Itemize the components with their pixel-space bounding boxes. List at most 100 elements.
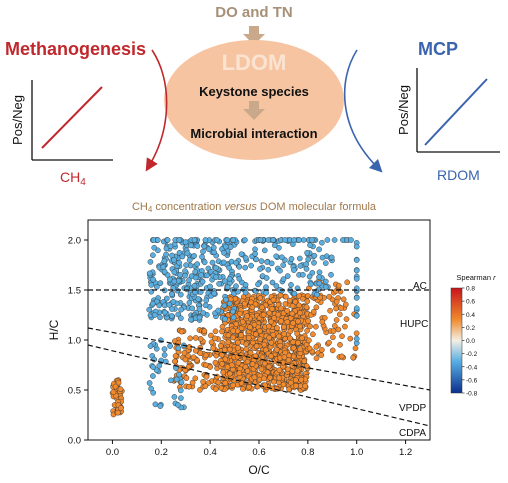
scatter-point: [283, 293, 289, 300]
scatter-point: [150, 252, 156, 259]
scatter-point: [271, 378, 277, 385]
scatter-point: [300, 271, 306, 278]
scatter-point: [172, 353, 179, 359]
scatter-point: [151, 312, 158, 318]
scatter-point: [316, 269, 323, 276]
scatter-point: [115, 379, 122, 386]
scatter-point: [161, 258, 168, 264]
scatter-point: [166, 301, 173, 308]
scatter-point: [293, 382, 299, 389]
scatter-point: [230, 308, 236, 315]
scatter-point: [353, 335, 360, 342]
scatter-point: [171, 257, 177, 263]
down-arrow-center: [243, 101, 265, 120]
scatter-point: [347, 335, 354, 342]
scatter-point: [196, 306, 203, 312]
scatter-point: [171, 394, 178, 400]
scatter-point: [319, 239, 325, 246]
scatter-point: [288, 282, 294, 288]
colorbar: [450, 287, 463, 394]
scatter-point: [176, 237, 183, 243]
scatter-point: [261, 375, 267, 382]
scatter-point: [299, 295, 306, 302]
scatter-point: [191, 237, 198, 243]
scatter-point: [316, 280, 323, 287]
x-tick-label: 0.0: [106, 447, 119, 458]
scatter-point: [284, 307, 291, 314]
scatter-point: [353, 276, 360, 282]
scatter-point: [226, 346, 233, 353]
scatter-point: [222, 380, 229, 386]
mcp-title: MCP: [418, 39, 458, 59]
scatter-point: [300, 237, 307, 243]
scatter-point: [303, 266, 310, 272]
scatter-point: [230, 314, 237, 321]
scatter-point: [330, 334, 336, 341]
scatter-point: [277, 267, 283, 274]
scatter-point: [215, 379, 222, 386]
colorbar-tick-label: 0.8: [466, 286, 475, 293]
scatter-point: [350, 354, 357, 361]
scatter-point: [270, 296, 277, 303]
scatter-point: [333, 288, 339, 294]
scatter-point: [163, 251, 169, 258]
scatter-point: [178, 328, 185, 335]
x-tick-label: 1.0: [350, 447, 363, 458]
colorbar-tick-label: 0.6: [466, 299, 475, 306]
scatter-point: [333, 305, 339, 312]
scatter-point: [303, 261, 310, 268]
scatter-point: [286, 297, 293, 304]
scatter-point: [353, 257, 360, 263]
scatter-point: [200, 248, 206, 255]
scatter-point: [246, 384, 252, 390]
scatter-point: [311, 252, 318, 259]
ldom-title: LDOM: [222, 50, 287, 75]
scatter-point: [183, 375, 190, 381]
scatter-point: [285, 357, 292, 363]
scatter-point: [242, 289, 249, 296]
scatter-point: [222, 316, 228, 322]
scatter-point: [270, 237, 277, 243]
scatter-point: [274, 346, 280, 353]
scatter-point: [230, 334, 237, 341]
scatter-point: [331, 237, 338, 243]
scatter-point: [263, 284, 269, 291]
scatter-point: [219, 360, 225, 367]
scatter-point: [322, 284, 329, 290]
scatter-point: [294, 367, 301, 374]
scatter-point: [316, 246, 322, 253]
scatter-point: [154, 237, 161, 243]
scatter-point: [289, 310, 296, 317]
scatter-point: [251, 321, 258, 328]
scatter-point: [261, 360, 268, 367]
scatter-point: [236, 370, 243, 377]
scatter-point: [213, 274, 219, 280]
scatter-point: [306, 345, 313, 352]
methanogenesis-title: Methanogenesis: [5, 39, 146, 59]
scatter-point: [275, 311, 282, 318]
scatter-point: [197, 336, 204, 342]
scatter-point: [152, 401, 159, 408]
scatter-point: [340, 296, 347, 303]
keystone-species-text: Keystone species: [199, 84, 309, 99]
scatter-point: [236, 263, 243, 270]
scatter-point: [191, 282, 198, 289]
scatter-point: [157, 314, 163, 321]
scatter-point: [309, 237, 315, 243]
scatter-point: [150, 389, 157, 396]
scatter-point: [233, 260, 239, 266]
scatter-point: [267, 374, 273, 381]
scatter-point: [296, 237, 302, 243]
scatter-point: [307, 242, 313, 248]
scatter-point: [281, 331, 288, 337]
scatter-point: [207, 283, 213, 290]
scatter-point: [118, 405, 124, 411]
scatter-point: [178, 315, 184, 322]
scatter-point: [157, 280, 164, 286]
right-curved-arrow: [343, 49, 383, 173]
scatter-point: [313, 355, 320, 362]
scatter-point: [327, 307, 333, 314]
scatter-point: [147, 343, 154, 349]
scatter-point: [278, 305, 284, 312]
scatter-point: [201, 328, 208, 334]
